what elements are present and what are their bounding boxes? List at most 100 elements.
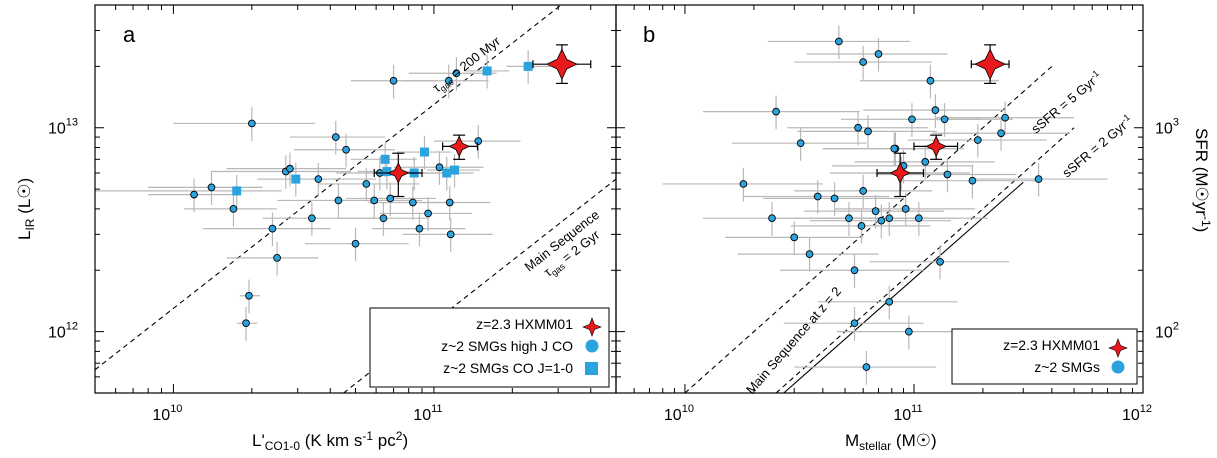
data-point-circle [386,194,395,203]
data-point-circle [931,106,940,114]
data-point-circle [862,363,871,371]
hxmm01-star [387,162,410,184]
panel-b-label: b [643,22,655,47]
data-point-circle [351,239,360,248]
panel-b-hxmm01 [876,44,1010,198]
data-point-circle [1001,113,1009,122]
data-point-circle [864,127,872,136]
data-point-circle [890,144,899,153]
svg-text:SFR (M☉yr-1): SFR (M☉yr-1) [1192,128,1213,232]
data-point-circle [805,250,814,258]
data-point-circle [885,297,894,306]
legend-b-hxmm01: z=2.3 HXMM01 [1003,337,1100,353]
panel-b-frame [615,4,1144,394]
panel-a-line-label-main-sequence: Main Sequence τgas = 2 Gyr [522,207,603,280]
data-point-circle [921,158,930,166]
data-point-circle [772,107,780,116]
svg-text:τgas = 200 Myr: τgas = 200 Myr [430,33,505,97]
x-tick-label: 1010 [152,403,182,424]
data-point-circle [871,207,880,215]
data-point-circle [914,214,923,223]
panel-b-line-label-2gyr: sSFR = 2 Gyr-1 [1059,112,1136,180]
legend-b-star-marker [1108,338,1128,358]
hxmm01-star [545,48,578,81]
data-point-circle [739,180,748,188]
data-point-square [380,154,390,164]
panel-b-guide-lines [684,65,1075,393]
panel-b-ticks: 1010 1011 1012 102 103 [615,4,1179,424]
panel-b-xlabel: Mstellar (M☉) [845,431,937,453]
data-point-circle [334,196,343,205]
svg-text:sSFR = 2 Gyr-1: sSFR = 2 Gyr-1 [1059,112,1136,180]
panel-a-points [190,61,533,328]
y-tick-label: 1013 [48,117,78,138]
data-point-circle [435,163,444,172]
data-point-square [382,167,392,177]
x-tick-label: 1012 [1122,403,1152,424]
data-point-circle [857,222,866,230]
data-point-circle [936,257,944,266]
svg-text:LIR (L☉): LIR (L☉) [15,178,37,240]
data-point-circle [859,187,868,195]
data-point-circle [342,145,350,154]
data-point-circle [445,198,454,207]
data-point-circle [415,224,424,233]
data-point-square [450,165,460,175]
data-point-circle [362,180,371,188]
panel-a-label: a [123,22,136,47]
data-point-circle [370,196,379,205]
data-point-circle [943,170,952,179]
data-point-circle [379,214,388,223]
data-point-circle [796,139,805,148]
panel-a-errorbars [95,50,551,341]
data-point-circle [845,214,853,223]
x-tick-label: 1010 [664,403,694,424]
svg-text:sSFR = 5 Gyr-1: sSFR = 5 Gyr-1 [1028,68,1105,136]
panel-b-line-label-main-sequence: Main Sequence at z = 2 [743,284,844,397]
guide-line-1 [775,127,1075,393]
data-point-circle [901,205,910,213]
data-point-circle [790,233,799,242]
data-point-circle [850,266,859,275]
legend-b-circle-marker [1111,360,1125,374]
panel-b-ylabel-right: SFR (M☉yr-1) [1192,128,1213,232]
hxmm01-star [448,135,471,158]
data-point-circle [940,115,949,124]
data-point-circle [452,69,461,78]
data-point-circle [877,216,886,225]
data-point-circle [474,137,483,145]
panel-b-legend: z=2.3 HXMM01 z~2 SMGs [951,328,1138,385]
data-point-square [291,174,301,184]
legend-a-hxmm01: z=2.3 HXMM01 [476,316,573,332]
data-point-circle [905,327,913,336]
data-point-circle [835,37,843,46]
data-point-circle [424,209,432,218]
guide-line-0 [95,5,562,371]
data-point-circle [247,119,256,128]
data-point-circle [408,198,417,207]
data-point-square [523,61,533,71]
hxmm01-star [925,135,948,158]
legend-a-circle-marker [585,339,599,353]
data-point-circle [908,115,916,124]
data-point-circle [830,194,839,203]
data-point-circle [245,291,253,300]
data-point-square [419,147,429,157]
panel-a-xlabel: L'CO1-0 (K km s-1 pc2) [252,429,408,453]
panel-b: 1010 1011 1012 102 103 b sSFR = 5 Gyr-1 sSFR… [615,4,1213,453]
y-tick-label-right: 102 [1155,321,1179,342]
panel-b-points [739,37,1043,371]
data-point-circle [308,214,316,223]
data-point-square [232,186,242,196]
data-point-circle [286,164,294,173]
data-point-circle [273,254,281,262]
data-point-circle [997,129,1005,138]
data-point-circle [229,205,238,213]
hxmm01-star [889,162,912,184]
panel-a-line-label-200myr: τgas = 200 Myr [430,33,505,97]
data-point-circle [859,58,868,66]
data-point-circle [768,214,776,223]
legend-a-co10: z~2 SMGs CO J=1-0 [443,360,573,376]
data-point-circle [389,76,398,85]
